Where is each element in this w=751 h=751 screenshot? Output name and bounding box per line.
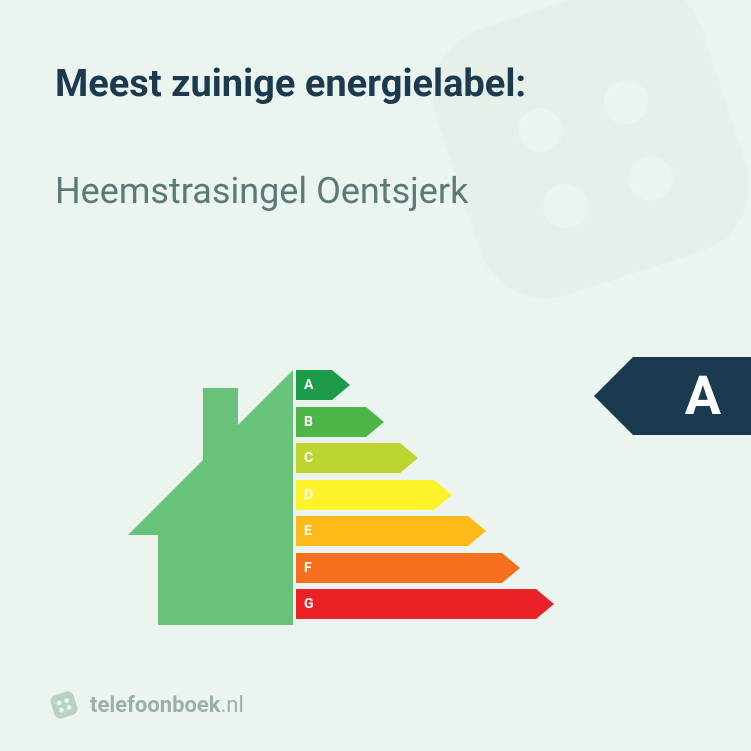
bar-body — [296, 480, 434, 510]
rating-value: A — [685, 365, 721, 428]
house-icon — [128, 370, 293, 625]
bar-arrow-icon — [536, 589, 554, 619]
bar-label: C — [304, 443, 313, 473]
page-subtitle: Heemstrasingel Oentsjerk — [55, 170, 468, 212]
bar-arrow-icon — [400, 443, 418, 473]
bar-arrow-icon — [366, 407, 384, 437]
bar-body — [296, 553, 502, 583]
energy-chart: ABCDEFG — [128, 370, 628, 625]
bar-arrow-icon — [468, 516, 486, 546]
brand-book-icon — [48, 689, 80, 721]
bar-arrow-icon — [434, 480, 452, 510]
bar-body — [296, 370, 332, 400]
bar-label: B — [304, 407, 313, 437]
bar-arrow-icon — [502, 553, 520, 583]
bar-body — [296, 516, 468, 546]
rating-badge: A — [633, 357, 751, 435]
bar-label: G — [304, 589, 314, 619]
bar-body — [296, 589, 536, 619]
brand-tld: .nl — [221, 693, 244, 718]
bar-label: F — [304, 553, 312, 583]
bar-arrow-icon — [332, 370, 350, 400]
bar-label: D — [304, 480, 313, 510]
bar-label: E — [304, 516, 312, 546]
footer-brand: telefoonboek.nl — [48, 689, 244, 721]
page-title: Meest zuinige energielabel: — [55, 62, 526, 106]
brand-name: telefoonboek — [90, 693, 221, 718]
brand-text: telefoonboek.nl — [90, 693, 244, 718]
bar-label: A — [304, 370, 313, 400]
